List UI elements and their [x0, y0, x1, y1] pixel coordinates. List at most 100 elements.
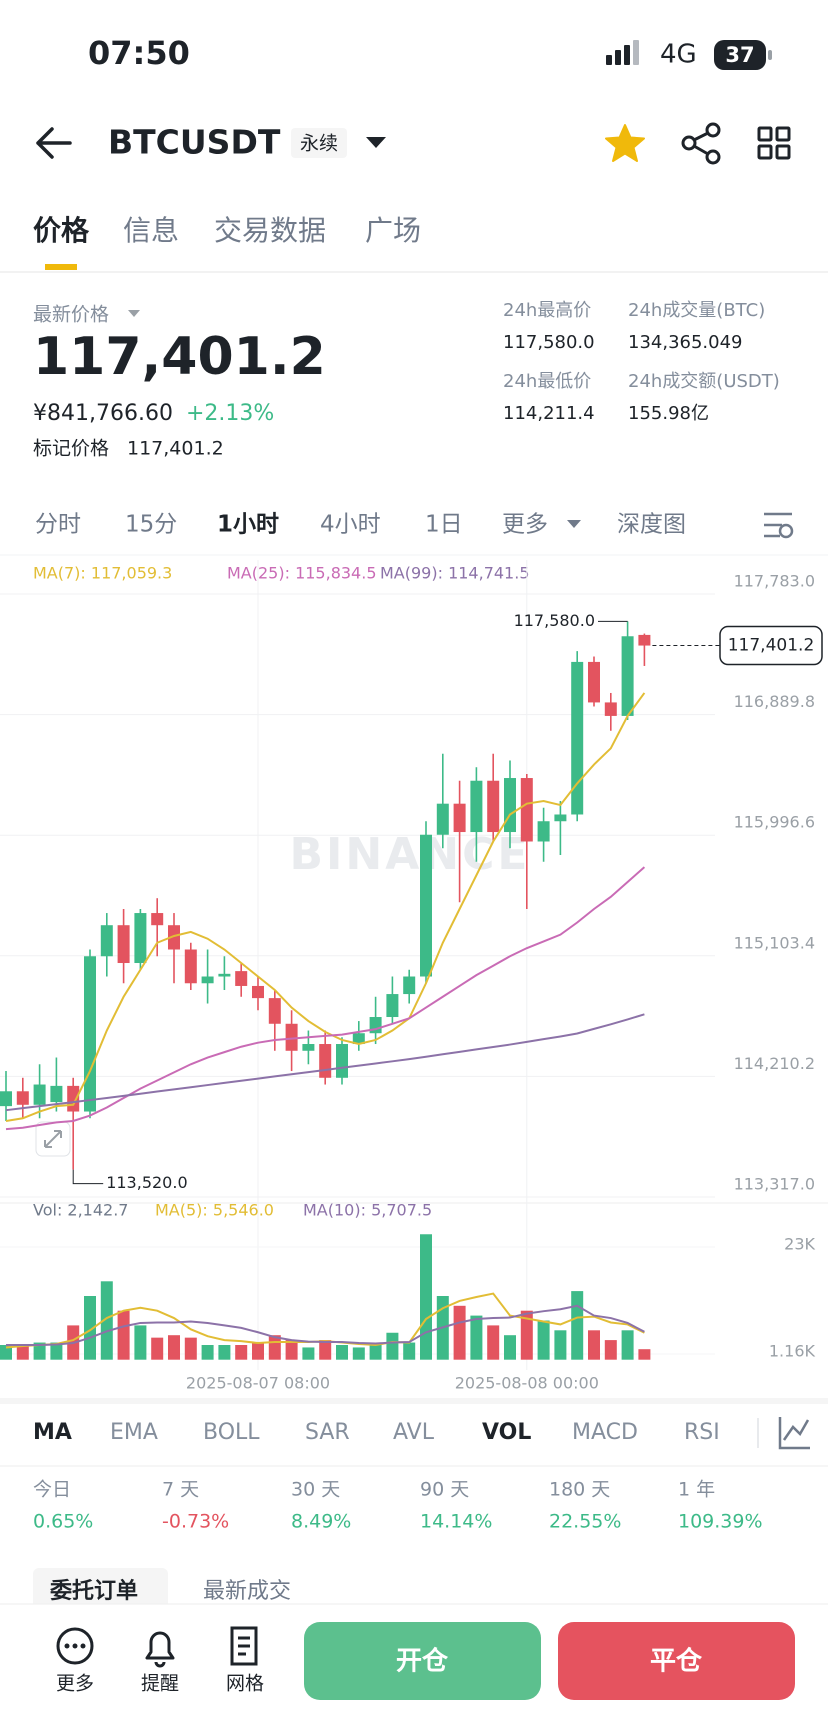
indicator-tab[interactable]: EMA	[110, 1420, 158, 1445]
favorite-button[interactable]	[605, 124, 645, 162]
volume-bar	[588, 1330, 600, 1360]
volume-bar	[151, 1337, 164, 1360]
indicator-tab[interactable]: BOLL	[203, 1420, 260, 1445]
candle-body	[134, 913, 147, 964]
open-label[interactable]: 开仓	[396, 1646, 449, 1677]
y-tick-label: 115,996.6	[734, 813, 815, 832]
candle-body	[588, 661, 600, 703]
tab[interactable]: 价格	[33, 214, 90, 247]
tab[interactable]: 信息	[123, 214, 179, 247]
nav-label[interactable]: 更多	[56, 1673, 94, 1695]
candle-body	[235, 971, 248, 986]
candle-body	[420, 834, 432, 977]
interval-tab[interactable]: 1小时	[217, 512, 279, 538]
ma-line	[5, 1013, 645, 1112]
order-tab[interactable]: 委托订单	[50, 1579, 138, 1604]
battery-nub	[768, 50, 772, 60]
volume-bar	[336, 1345, 348, 1360]
indicator-tab[interactable]: RSI	[684, 1420, 720, 1445]
candle-body	[436, 803, 449, 835]
chart-settings-button[interactable]	[764, 512, 794, 539]
volume-bar	[352, 1347, 365, 1360]
more-dropdown[interactable]	[567, 520, 581, 528]
expand-button[interactable]	[35, 1121, 71, 1157]
tab[interactable]: 广场	[365, 214, 421, 247]
period-label: 90 天	[420, 1479, 469, 1501]
interval-tab[interactable]: 4小时	[320, 512, 381, 538]
low-label: 113,520.0	[106, 1173, 187, 1192]
volume-bar	[554, 1330, 567, 1360]
volume-bar	[134, 1325, 147, 1360]
volume-bar	[235, 1345, 248, 1360]
back-button[interactable]	[36, 127, 72, 159]
volume-bar	[319, 1340, 332, 1360]
network: 4G	[660, 40, 697, 70]
candle-body	[621, 636, 634, 716]
ma-legend: MA(25): 115,834.5	[227, 564, 377, 583]
nav-label[interactable]: 提醒	[141, 1673, 179, 1695]
stat-label: 24h成交额(USDT)	[628, 371, 780, 392]
interval-tab[interactable]: 更多	[502, 512, 548, 538]
tab-indicator	[45, 264, 77, 270]
nav-label[interactable]: 网格	[226, 1673, 264, 1695]
candle-body	[487, 780, 500, 833]
symbol-dropdown[interactable]	[366, 137, 386, 148]
volume-legend: MA(10): 5,707.5	[303, 1201, 432, 1220]
indicator-tab[interactable]: VOL	[482, 1420, 531, 1445]
last-price-box	[719, 625, 823, 666]
candle-body	[604, 702, 617, 716]
signal-icon	[606, 40, 639, 65]
price-dropdown[interactable]	[128, 310, 140, 317]
stat-value: 134,365.049	[628, 332, 743, 353]
close-label[interactable]: 平仓	[650, 1646, 703, 1677]
y-tick-label: 115,103.4	[734, 933, 815, 952]
indicator-settings-button[interactable]	[778, 1417, 810, 1450]
volume-ma-line	[6, 1304, 645, 1346]
price-change: +2.13%	[186, 401, 274, 426]
layout-button[interactable]	[757, 126, 791, 160]
candle-body	[520, 778, 533, 842]
cny-price: ¥841,766.60	[33, 401, 173, 426]
indicator-tab[interactable]: SAR	[305, 1420, 350, 1445]
tag-background	[291, 128, 347, 158]
period-change: 0.65%	[33, 1511, 93, 1533]
share-button[interactable]	[681, 122, 721, 165]
interval-tab[interactable]: 1日	[425, 512, 463, 538]
period-label: 180 天	[549, 1479, 610, 1501]
candle-body	[638, 634, 651, 646]
interval-tab[interactable]: 分时	[35, 512, 81, 538]
volume-bar	[84, 1296, 96, 1360]
candle-body	[554, 814, 567, 822]
ma-legend: MA(7): 117,059.3	[33, 564, 172, 583]
volume-bar	[638, 1349, 651, 1360]
alert-icon[interactable]	[145, 1631, 175, 1668]
interval-tab[interactable]: 15分	[125, 512, 177, 538]
stat-label: 24h最低价	[503, 371, 591, 392]
candle-body	[403, 976, 416, 995]
stat-label: 24h成交量(BTC)	[628, 300, 765, 321]
grid-icon[interactable]	[230, 1626, 258, 1666]
interval-tab[interactable]: 深度图	[617, 512, 686, 538]
last-price-label: 117,401.2	[728, 636, 815, 656]
indicator-tab[interactable]: AVL	[393, 1420, 435, 1445]
candle-body	[201, 976, 214, 984]
watermark: BINANCE	[290, 829, 531, 880]
indicator-tab[interactable]: MA	[33, 1420, 72, 1445]
y-tick-label: 23K	[784, 1235, 815, 1254]
volume-legend: MA(5): 5,546.0	[155, 1201, 274, 1220]
candle-body	[252, 985, 264, 999]
open-button[interactable]	[304, 1622, 541, 1700]
tab[interactable]: 交易数据	[214, 214, 326, 247]
order-tab[interactable]: 最新成交	[203, 1579, 291, 1604]
more-icon[interactable]	[56, 1627, 94, 1665]
ma-line	[5, 692, 646, 1122]
volume-bar	[0, 1345, 12, 1360]
indicator-tab[interactable]: MACD	[572, 1420, 638, 1445]
volume-bar	[218, 1345, 231, 1360]
volume-bar	[302, 1347, 315, 1360]
volume-bar	[571, 1291, 584, 1360]
close-button[interactable]	[558, 1622, 795, 1700]
period-label: 今日	[33, 1479, 71, 1501]
